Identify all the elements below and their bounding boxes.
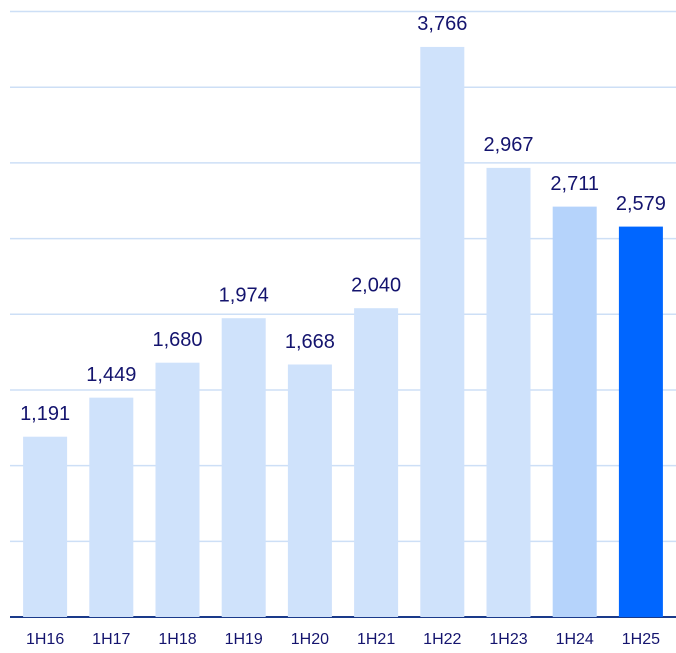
data-label: 2,967	[483, 134, 533, 156]
x-tick-label: 1H18	[158, 631, 196, 648]
bar	[618, 226, 663, 617]
data-label: 1,680	[152, 329, 202, 351]
data-label: 2,579	[616, 193, 666, 215]
bar	[155, 362, 200, 617]
x-tick-label: 1H19	[225, 631, 263, 648]
x-tick-label: 1H24	[556, 631, 594, 648]
bar	[354, 308, 399, 617]
bar	[221, 318, 266, 617]
bar	[89, 397, 134, 617]
x-tick-label: 1H21	[357, 631, 395, 648]
bar	[287, 364, 332, 617]
data-label: 1,191	[20, 403, 70, 425]
x-tick-label: 1H22	[423, 631, 461, 648]
x-tick-label: 1H17	[92, 631, 130, 648]
bar	[23, 436, 68, 617]
x-tick-label: 1H25	[622, 631, 660, 648]
data-label: 2,040	[351, 274, 401, 296]
x-tick-label: 1H23	[489, 631, 527, 648]
bar	[420, 46, 465, 617]
data-label: 1,974	[219, 284, 269, 306]
data-label: 2,711	[550, 173, 599, 195]
x-tick-label: 1H16	[26, 631, 64, 648]
bar	[552, 206, 597, 617]
data-label: 1,668	[285, 331, 335, 353]
data-label: 1,449	[86, 364, 136, 386]
data-label: 3,766	[417, 13, 467, 35]
x-tick-label: 1H20	[291, 631, 329, 648]
bar	[486, 167, 531, 618]
